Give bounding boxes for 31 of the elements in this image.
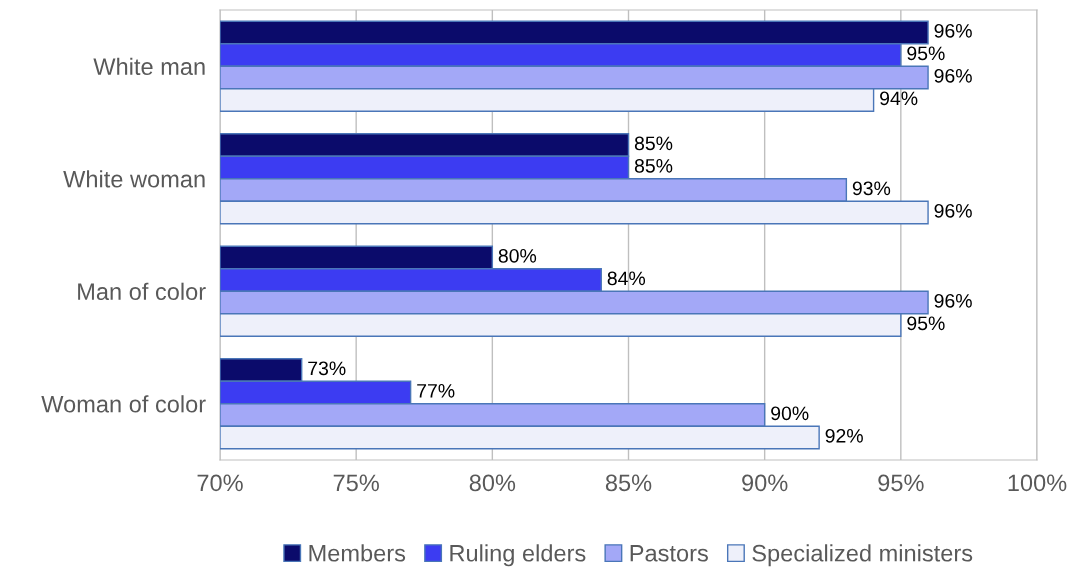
x-tick-label: 80% <box>469 474 516 492</box>
data-label: 96% <box>934 68 972 83</box>
x-tick-label: 70% <box>197 474 243 492</box>
data-label: 96% <box>934 23 972 38</box>
legend-label: Ruling elders <box>450 544 586 567</box>
data-label: 84% <box>607 271 646 286</box>
data-label: 95% <box>907 316 945 331</box>
data-label: 85% <box>634 136 673 151</box>
x-tick-label: 100% <box>1008 474 1067 492</box>
y-tick-label: Woman of color <box>41 395 206 413</box>
y-tick-label: White man <box>93 57 205 76</box>
data-label: 96% <box>934 203 972 218</box>
x-tick-label: 85% <box>605 474 652 492</box>
data-label: 80% <box>498 248 537 263</box>
data-label: 93% <box>852 181 891 196</box>
legend-label: Specialized ministers <box>752 544 973 567</box>
y-tick-label: White woman <box>63 170 205 188</box>
data-label: 73% <box>308 361 346 376</box>
legend-label: Members <box>309 544 406 562</box>
data-label: 77% <box>417 384 455 398</box>
x-tick-label: 75% <box>333 474 379 492</box>
data-label: 95% <box>907 46 945 61</box>
y-tick-label: Man of color <box>78 282 206 301</box>
legend-label: Pastors <box>630 545 708 562</box>
data-label: 94% <box>880 91 918 106</box>
data-label: 92% <box>825 428 863 443</box>
data-label: 90% <box>771 406 809 421</box>
data-label: 96% <box>934 293 972 308</box>
data-label: 85% <box>634 158 673 173</box>
x-tick-label: 90% <box>742 474 788 492</box>
x-tick-label: 95% <box>878 474 924 492</box>
